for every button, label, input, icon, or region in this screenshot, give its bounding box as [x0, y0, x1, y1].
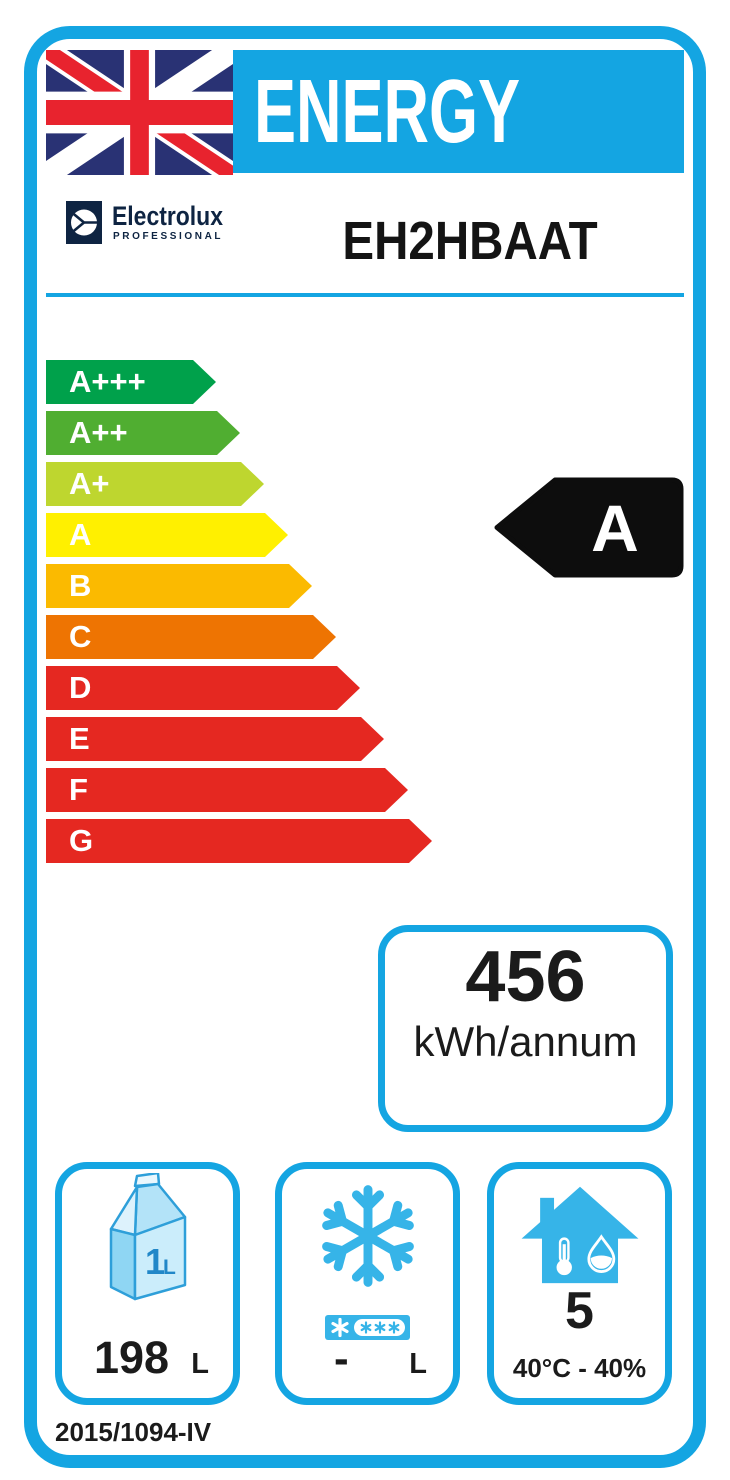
fresh-volume-value: 198	[94, 1332, 170, 1383]
rating-arrow-label: A+++	[69, 364, 146, 399]
rating-arrow-A: A	[46, 513, 288, 557]
house-climate-icon	[494, 1183, 665, 1285]
rating-arrow-A++: A++	[46, 411, 240, 455]
label-border	[24, 26, 706, 1468]
fresh-volume-box: 1 L 198 L	[55, 1162, 240, 1405]
regulation-reference: 2015/1094-IV	[55, 1417, 212, 1447]
consumption-unit: kWh/annum	[413, 1017, 638, 1065]
frozen-volume-unit: L	[409, 1348, 427, 1380]
climate-condition: 40°C - 40%	[512, 1353, 647, 1383]
selected-rating-letter: A	[591, 491, 639, 565]
energy-title: ENERGY	[254, 61, 521, 162]
rating-arrow-D: D	[46, 666, 360, 710]
rating-arrow-label: A	[69, 517, 92, 552]
uk-flag-icon	[41, 38, 238, 187]
brand-subtitle: PROFESSIONAL	[113, 231, 224, 242]
fresh-volume-unit: L	[191, 1348, 209, 1380]
frozen-volume-value: -	[334, 1334, 349, 1383]
rating-arrow-label: A++	[69, 415, 128, 450]
carton-volume-number: 1	[145, 1241, 165, 1282]
energy-consumption-box: 456 kWh/annum	[378, 925, 673, 1132]
consumption-value: 456	[465, 937, 586, 1017]
freezer-star-rating-icon	[282, 1315, 453, 1340]
rating-arrow-A+++: A+++	[46, 360, 216, 404]
carton-volume-unit: L	[163, 1256, 176, 1279]
rating-arrow-label: E	[69, 721, 90, 756]
electrolux-logo-icon	[66, 201, 102, 244]
rating-arrow-E: E	[46, 717, 384, 761]
snowflake-icon	[282, 1177, 453, 1295]
rating-arrow-label: F	[69, 772, 88, 807]
milk-carton-icon: 1 L	[62, 1173, 233, 1301]
rating-arrow-label: C	[69, 619, 92, 654]
selected-rating-arrow: A	[493, 477, 684, 578]
climate-class-box: 5 40°C - 40%	[487, 1162, 672, 1405]
rating-scale: A+++ A++ A+ A B C D E F G	[46, 360, 432, 870]
header-divider	[46, 293, 684, 297]
rating-arrow-F: F	[46, 768, 408, 812]
rating-arrow-label: A+	[69, 466, 110, 501]
model-number: EH2HBAAT	[342, 211, 598, 271]
climate-class-value: 5	[565, 1282, 594, 1340]
brand-name: Electrolux	[112, 201, 223, 231]
rating-arrow-C: C	[46, 615, 336, 659]
rating-arrow-B: B	[46, 564, 312, 608]
rating-arrow-G: G	[46, 819, 432, 863]
rating-arrow-label: G	[69, 823, 94, 858]
rating-arrow-label: D	[69, 670, 92, 705]
frozen-volume-box: - L	[275, 1162, 460, 1405]
energy-banner: ENERGY	[233, 50, 684, 173]
rating-arrow-label: B	[69, 568, 92, 603]
rating-arrow-A+: A+	[46, 462, 264, 506]
